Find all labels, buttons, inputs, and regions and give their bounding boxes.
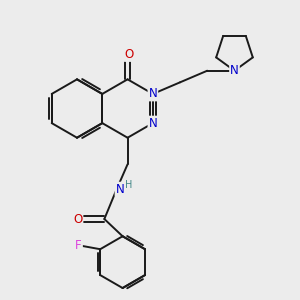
Text: N: N — [116, 183, 124, 196]
Text: F: F — [75, 239, 82, 252]
Text: O: O — [124, 48, 134, 61]
Text: H: H — [125, 180, 132, 190]
Text: N: N — [230, 64, 239, 77]
Text: O: O — [73, 212, 83, 226]
Text: N: N — [148, 117, 157, 130]
Text: N: N — [148, 87, 157, 101]
